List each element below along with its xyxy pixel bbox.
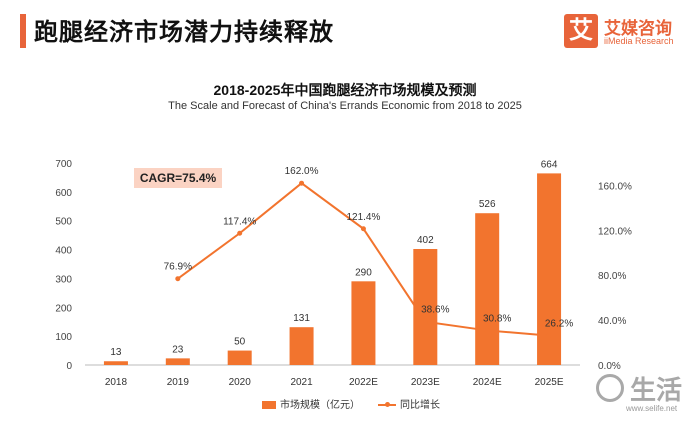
bar	[165, 358, 190, 365]
page-title: 跑腿经济市场潜力持续释放	[34, 19, 334, 46]
y-left-tick-label: 0	[66, 361, 72, 372]
watermark-url: www.selife.net	[626, 404, 678, 413]
growth-point	[546, 333, 552, 339]
bar	[289, 327, 314, 365]
cagr-badge: CAGR=75.4%	[134, 168, 222, 188]
growth-value-label: 26.2%	[545, 319, 573, 330]
x-tick-label: 2025E	[535, 377, 564, 388]
growth-point	[175, 276, 181, 282]
chart-subtitle: The Scale and Forecast of China's Errand…	[168, 100, 522, 112]
title-accent-bar	[20, 14, 26, 48]
legend-bar-label: 市场规模（亿元）	[280, 400, 360, 411]
brand-logo: 艾 艾媒咨询 iiMedia Research	[564, 14, 682, 52]
bar-value-label: 290	[355, 267, 372, 278]
y-right-tick-label: 40.0%	[598, 316, 626, 327]
growth-value-label: 121.4%	[346, 212, 380, 223]
bar-value-label: 50	[234, 337, 246, 348]
logo-name-cn: 艾媒咨询	[604, 19, 672, 38]
bar-value-label: 664	[541, 159, 558, 170]
legend-line-swatch	[378, 402, 396, 408]
bar-value-label: 526	[479, 199, 496, 210]
x-tick-label: 2023E	[411, 377, 440, 388]
chart-legend: 市场规模（亿元） 同比增长	[262, 396, 440, 411]
bar	[351, 281, 376, 365]
y-left-tick-label: 500	[55, 217, 72, 228]
growth-value-label: 30.8%	[483, 313, 511, 324]
bar-value-label: 131	[293, 313, 310, 324]
y-left-tick-label: 200	[55, 303, 72, 314]
x-tick-label: 2018	[105, 377, 128, 388]
y-right-tick-label: 80.0%	[598, 271, 626, 282]
growth-value-label: 117.4%	[223, 216, 256, 227]
growth-value-label: 76.9%	[164, 262, 192, 273]
growth-value-label: 162.0%	[285, 166, 319, 177]
growth-point	[360, 226, 366, 232]
bar-value-label: 23	[172, 344, 184, 355]
bar	[413, 248, 438, 365]
growth-point	[237, 230, 243, 236]
y-right-tick-label: 0.0%	[598, 361, 621, 372]
watermark-text: 生活	[630, 375, 683, 405]
growth-point	[299, 180, 305, 186]
y-left-tick-label: 600	[55, 188, 72, 199]
bar-value-label: 402	[417, 235, 434, 246]
x-tick-label: 2019	[167, 377, 190, 388]
watermark: 生活 www.selife.net	[596, 370, 686, 418]
y-left-tick-label: 700	[55, 159, 72, 170]
x-tick-label: 2024E	[473, 377, 502, 388]
y-right-tick-label: 120.0%	[598, 226, 632, 237]
growth-point	[484, 327, 490, 333]
growth-point	[422, 319, 428, 325]
x-tick-label: 2021	[290, 377, 313, 388]
y-left-tick-label: 100	[55, 332, 72, 343]
bar	[475, 213, 500, 365]
y-right-tick-label: 160.0%	[598, 181, 632, 192]
bar-value-label: 13	[110, 347, 122, 358]
logo-name-en: iiMedia Research	[604, 36, 674, 46]
logo-mark: 艾	[564, 14, 598, 48]
growth-value-label: 38.6%	[421, 305, 449, 316]
legend-bar-swatch	[262, 401, 276, 410]
chart-title: 2018-2025年中国跑腿经济市场规模及预测	[213, 82, 477, 98]
legend-line-label: 同比增长	[400, 400, 440, 411]
y-left-tick-label: 400	[55, 246, 72, 257]
bar	[227, 350, 252, 365]
x-tick-label: 2022E	[349, 377, 378, 388]
bar	[103, 361, 128, 365]
watermark-logo-icon	[596, 374, 624, 402]
bar	[537, 173, 562, 365]
y-left-tick-label: 300	[55, 274, 72, 285]
x-tick-label: 2020	[229, 377, 252, 388]
